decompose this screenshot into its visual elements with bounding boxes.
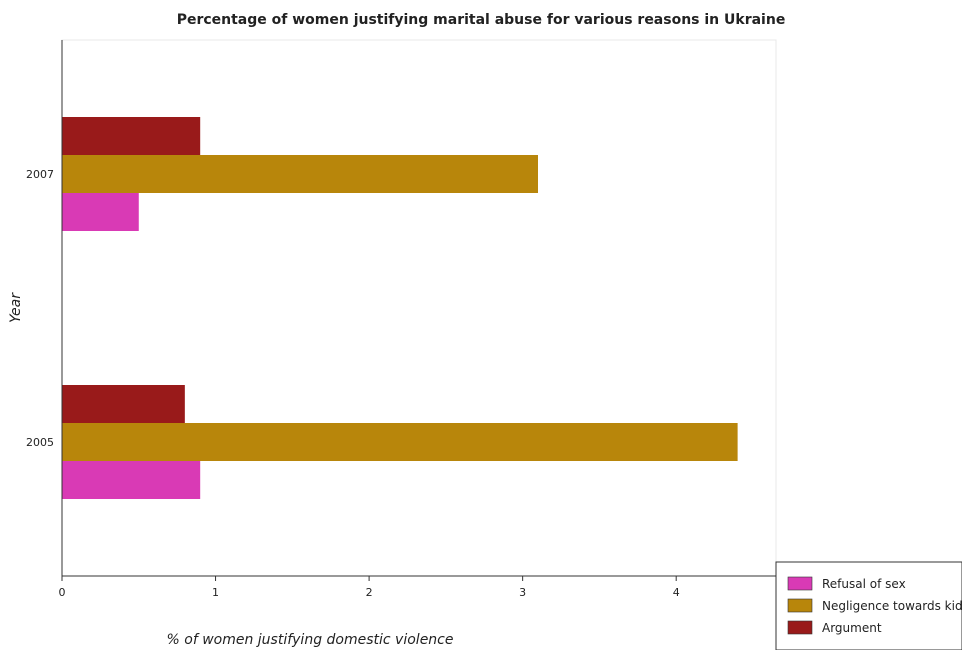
x-tick-label: 2 [366, 586, 373, 599]
chart-title: Percentage of women justifying marital a… [177, 12, 786, 28]
x-tick-label: 0 [59, 586, 66, 599]
x-axis-label: % of women justifying domestic violence [167, 632, 454, 648]
bar-argument-2007 [62, 117, 201, 155]
x-tick-label: 4 [673, 586, 680, 599]
x-tick-label: 1 [212, 586, 219, 599]
legend-label: Refusal of sex [822, 577, 906, 591]
bar-refusal-of-sex-2007 [62, 193, 139, 231]
legend-label: Argument [822, 621, 882, 635]
bar-refusal-of-sex-2005 [62, 461, 201, 499]
y-axis-label: Year [8, 292, 24, 323]
bar-argument-2005 [62, 385, 185, 423]
y-tick-label: 2005 [26, 436, 54, 449]
legend-items: Refusal of sex Negligence towards kids Arg… [787, 576, 962, 635]
bar-negligence-towards-kids-2005 [62, 423, 738, 461]
y-ticks: 2005 2007 [26, 168, 54, 449]
y-tick-label: 2007 [26, 168, 54, 181]
legend-swatch [787, 576, 813, 591]
legend-label: Negligence towards kids [822, 599, 962, 613]
x-ticks: 0 1 2 3 4 [59, 576, 680, 599]
legend: Refusal of sex Negligence towards kids Arg… [775, 561, 962, 650]
bars [62, 117, 738, 499]
bar-negligence-towards-kids-2007 [62, 155, 538, 193]
x-tick-label: 3 [519, 586, 526, 599]
legend-swatch [787, 620, 813, 635]
legend-swatch [787, 598, 813, 613]
